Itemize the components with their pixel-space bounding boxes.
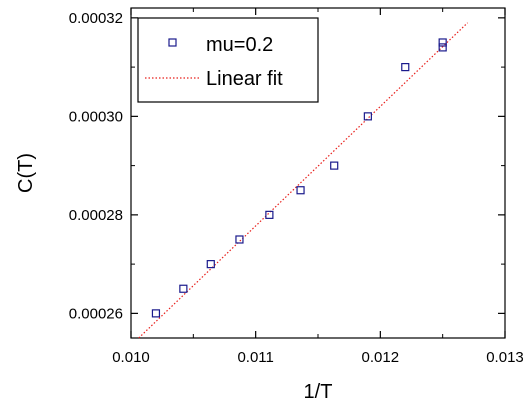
y-axis-title: C(T) [15,153,37,193]
data-point [151,309,161,318]
fit-line-layer [138,22,469,339]
fit-line [138,22,469,339]
data-point [401,63,410,72]
y-tick-label: 0.00026 [69,305,123,322]
data-point [265,210,274,219]
x-tick-label: 0.011 [237,349,273,366]
data-point [363,112,372,121]
data-point [438,38,447,47]
y-axis-ticks: 0.00026 0.00028 0.00030 0.00032 [69,10,505,322]
legend-label-series: mu=0.2 [206,34,273,56]
y-tick-label: 0.00032 [69,10,123,27]
data-points-layer [151,38,447,318]
data-point [179,284,188,293]
y-tick-label: 0.00028 [69,207,123,224]
legend: mu=0.2 Linear fit [137,17,319,103]
x-axis-title: 1/T [304,381,333,403]
data-point [206,260,215,269]
x-tick-label: 0.012 [362,349,400,366]
legend-box [137,17,319,103]
data-point [438,43,447,52]
y-tick-label: 0.00030 [69,108,123,125]
x-tick-label: 0.013 [486,349,524,366]
data-point [235,235,244,244]
x-tick-label: 0.010 [112,349,150,366]
x-axis-ticks: 0.010 0.011 0.012 0.013 [112,8,524,366]
legend-label-fit: Linear fit [206,68,283,90]
data-point [296,186,305,195]
data-point [330,161,339,170]
legend-marker-square [168,38,177,47]
